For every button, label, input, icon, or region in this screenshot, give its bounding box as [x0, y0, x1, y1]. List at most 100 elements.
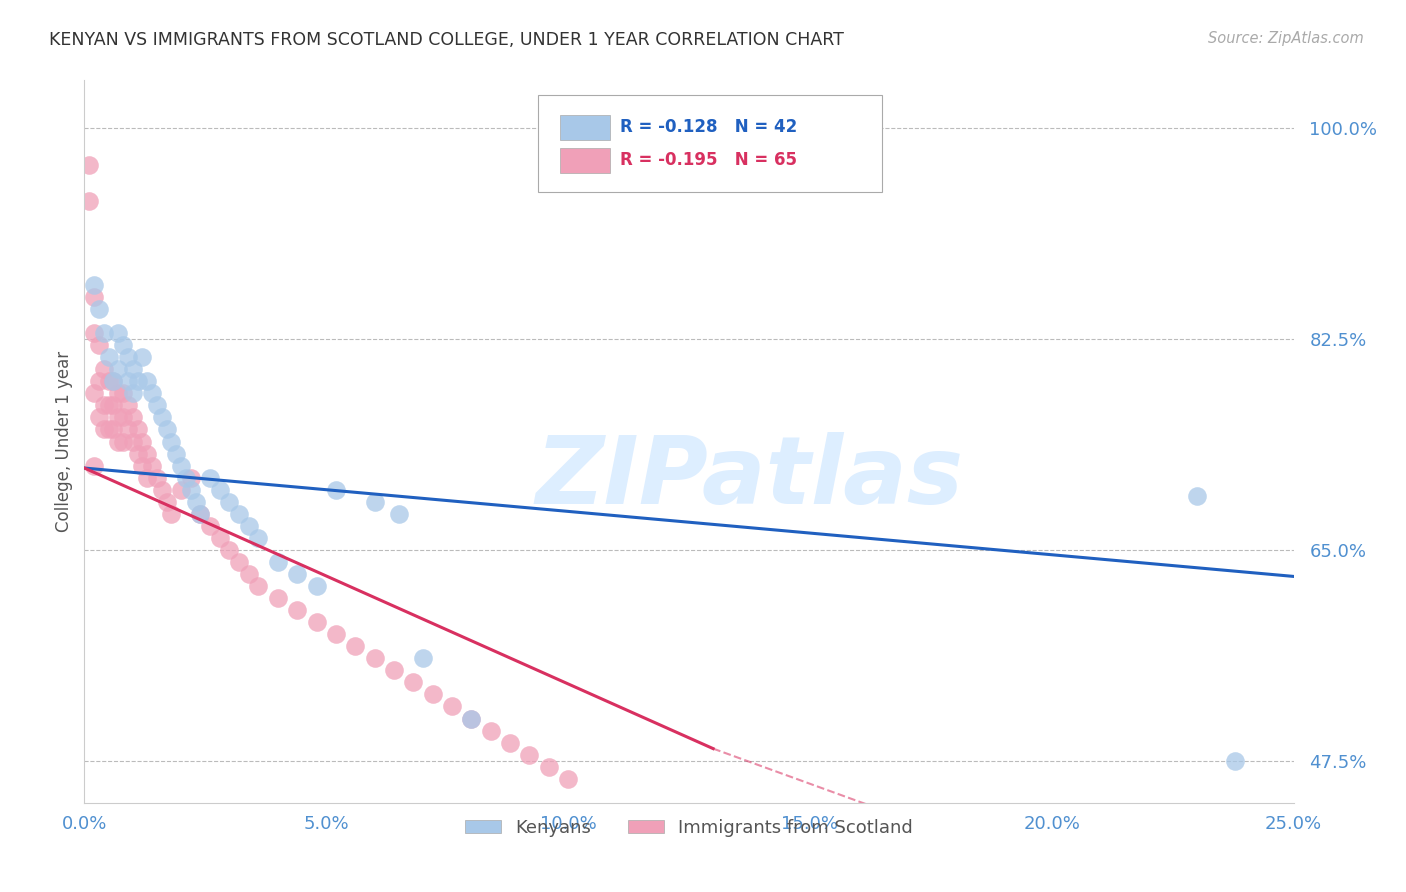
Point	[107, 386, 129, 401]
Point	[460, 712, 482, 726]
Point	[121, 362, 143, 376]
Point	[93, 398, 115, 412]
Text: KENYAN VS IMMIGRANTS FROM SCOTLAND COLLEGE, UNDER 1 YEAR CORRELATION CHART: KENYAN VS IMMIGRANTS FROM SCOTLAND COLLE…	[49, 31, 844, 49]
Point	[363, 651, 385, 665]
Point	[117, 423, 139, 437]
Point	[131, 434, 153, 449]
Point	[517, 747, 540, 762]
Point	[190, 507, 212, 521]
Point	[107, 434, 129, 449]
Point	[107, 362, 129, 376]
Point	[97, 350, 120, 364]
Point	[112, 410, 135, 425]
Point	[155, 495, 177, 509]
Point	[121, 410, 143, 425]
Point	[325, 627, 347, 641]
Text: R = -0.128   N = 42: R = -0.128 N = 42	[620, 119, 797, 136]
Text: R = -0.195   N = 65: R = -0.195 N = 65	[620, 152, 797, 169]
Point	[103, 375, 125, 389]
Point	[146, 471, 169, 485]
Point	[344, 640, 367, 654]
Point	[87, 410, 110, 425]
Point	[112, 434, 135, 449]
Point	[247, 579, 270, 593]
Point	[228, 555, 250, 569]
Point	[190, 507, 212, 521]
Point	[388, 507, 411, 521]
Point	[325, 483, 347, 497]
Point	[160, 507, 183, 521]
Point	[87, 338, 110, 352]
Point	[305, 615, 328, 630]
Point	[247, 531, 270, 545]
Point	[218, 495, 240, 509]
Legend: Kenyans, Immigrants from Scotland: Kenyans, Immigrants from Scotland	[458, 812, 920, 845]
Point	[141, 386, 163, 401]
Point	[305, 579, 328, 593]
Point	[87, 301, 110, 317]
Point	[479, 723, 502, 738]
FancyBboxPatch shape	[560, 115, 610, 139]
Point	[238, 567, 260, 582]
Point	[83, 290, 105, 304]
Point	[77, 194, 100, 208]
Point	[93, 362, 115, 376]
Point	[198, 471, 221, 485]
Point	[121, 434, 143, 449]
Point	[83, 326, 105, 341]
Point	[180, 483, 202, 497]
Point	[83, 278, 105, 293]
Point	[97, 423, 120, 437]
Point	[93, 423, 115, 437]
Point	[83, 386, 105, 401]
Point	[127, 447, 149, 461]
Point	[160, 434, 183, 449]
Point	[1225, 754, 1247, 768]
Point	[165, 447, 187, 461]
Point	[285, 567, 308, 582]
Point	[228, 507, 250, 521]
Point	[97, 375, 120, 389]
Point	[382, 664, 405, 678]
Point	[267, 555, 290, 569]
Point	[150, 410, 173, 425]
Point	[363, 495, 385, 509]
Point	[170, 458, 193, 473]
Point	[121, 386, 143, 401]
Point	[155, 423, 177, 437]
Point	[208, 483, 231, 497]
Point	[131, 350, 153, 364]
Point	[422, 687, 444, 701]
FancyBboxPatch shape	[538, 95, 883, 193]
Point	[97, 398, 120, 412]
Point	[1185, 489, 1208, 503]
Point	[267, 591, 290, 606]
Point	[83, 458, 105, 473]
Point	[93, 326, 115, 341]
Point	[218, 542, 240, 557]
Point	[107, 326, 129, 341]
Point	[117, 375, 139, 389]
Point	[136, 375, 159, 389]
Point	[112, 386, 135, 401]
Point	[412, 651, 434, 665]
FancyBboxPatch shape	[560, 148, 610, 173]
Point	[117, 398, 139, 412]
Point	[127, 423, 149, 437]
Point	[537, 760, 560, 774]
Point	[117, 350, 139, 364]
Text: ZIPatlas: ZIPatlas	[536, 432, 963, 524]
Point	[136, 471, 159, 485]
Point	[127, 375, 149, 389]
Point	[150, 483, 173, 497]
Point	[103, 398, 125, 412]
Point	[170, 483, 193, 497]
Point	[103, 423, 125, 437]
Point	[141, 458, 163, 473]
Point	[198, 519, 221, 533]
Point	[77, 158, 100, 172]
Point	[174, 471, 197, 485]
Point	[184, 495, 207, 509]
Point	[285, 603, 308, 617]
Point	[499, 736, 522, 750]
